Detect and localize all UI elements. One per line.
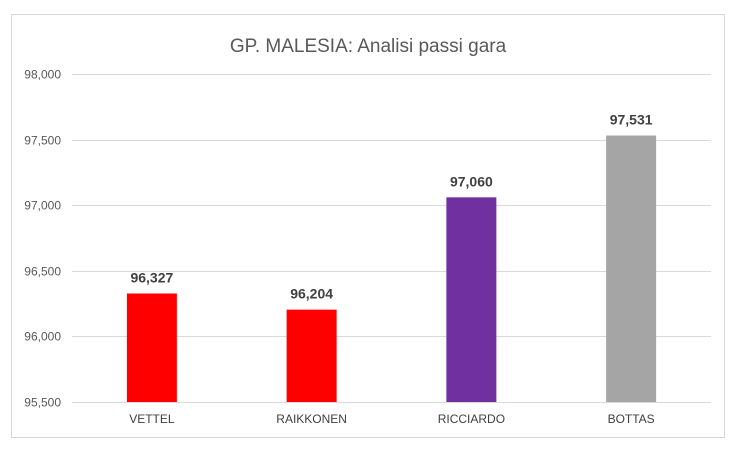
data-label: 97,060	[450, 173, 493, 189]
bar-ricciardo	[446, 197, 497, 402]
data-label: 96,204	[290, 286, 333, 302]
chart-title: GP. MALESIA: Analisi passi gara	[230, 36, 507, 57]
x-category-label: RAIKKONEN	[276, 412, 347, 426]
data-label: 96,327	[130, 269, 173, 285]
gridlines	[72, 74, 711, 403]
y-tick-label: 98,000	[24, 68, 61, 82]
y-tick-label: 97,000	[24, 199, 61, 213]
data-labels: 96,327 96,204 97,060 97,531	[130, 112, 652, 302]
y-tick-label: 95,500	[24, 396, 61, 410]
x-category-label: BOTTAS	[608, 412, 655, 426]
bar-vettel	[126, 293, 177, 402]
bars	[126, 135, 657, 402]
data-label: 97,531	[610, 112, 653, 128]
x-axis-categories: VETTEL RAIKKONEN RICCIARDO BOTTAS	[129, 412, 654, 426]
y-tick-label: 96,500	[24, 265, 61, 279]
y-axis-ticks: 95,500 96,000 96,500 97,000 97,500 98,000	[24, 68, 61, 410]
bar-bottas	[606, 135, 657, 402]
bar-raikkonen	[286, 309, 337, 402]
x-category-label: VETTEL	[129, 412, 175, 426]
x-category-label: RICCIARDO	[438, 412, 505, 426]
y-tick-label: 96,000	[24, 330, 61, 344]
y-tick-label: 97,500	[24, 134, 61, 148]
